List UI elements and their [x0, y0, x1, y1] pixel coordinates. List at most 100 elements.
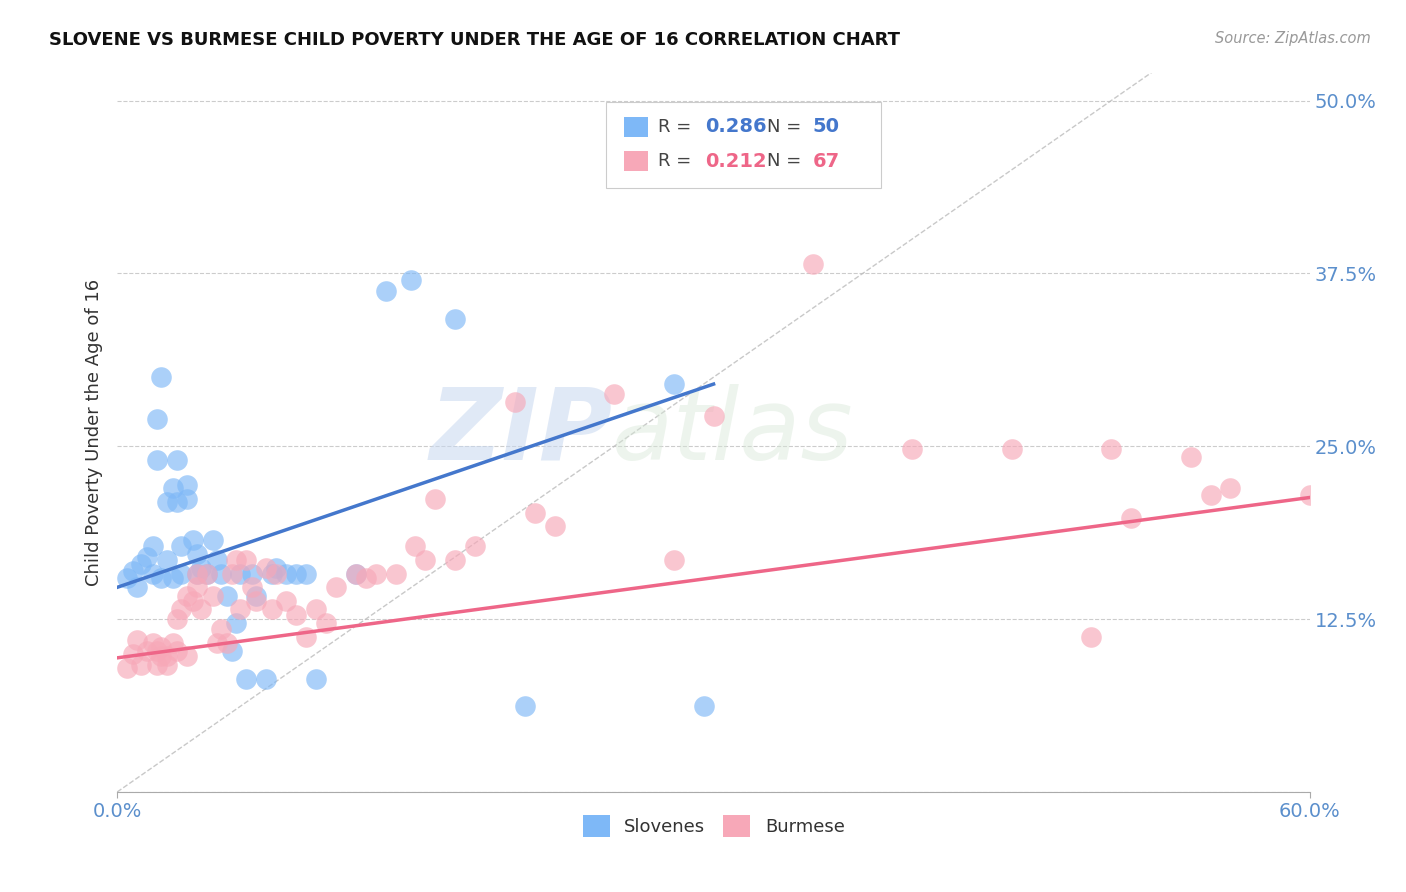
Point — [122, 647, 145, 661]
Point — [503, 395, 526, 409]
Point — [801, 257, 824, 271]
Point — [295, 566, 318, 581]
Point — [181, 594, 204, 608]
Point — [344, 566, 367, 581]
Point — [384, 566, 406, 581]
Point — [186, 580, 208, 594]
Text: 0.212: 0.212 — [706, 152, 766, 171]
Point — [523, 506, 546, 520]
Text: R =: R = — [658, 153, 696, 170]
Text: Source: ZipAtlas.com: Source: ZipAtlas.com — [1215, 31, 1371, 46]
Point — [1219, 481, 1241, 495]
Point — [195, 566, 218, 581]
Bar — [624, 152, 648, 171]
Point — [240, 580, 263, 594]
Text: N =: N = — [768, 153, 807, 170]
Point — [125, 580, 148, 594]
Point — [264, 561, 287, 575]
Point — [136, 644, 159, 658]
Point — [401, 273, 423, 287]
Point — [170, 602, 193, 616]
Point — [146, 411, 169, 425]
Point — [315, 616, 337, 631]
Point — [245, 594, 267, 608]
Point — [166, 494, 188, 508]
Point — [209, 622, 232, 636]
Point — [162, 481, 184, 495]
Point — [415, 552, 437, 566]
Point — [444, 312, 467, 326]
Point — [603, 386, 626, 401]
Text: atlas: atlas — [612, 384, 853, 481]
Point — [136, 549, 159, 564]
Text: 50: 50 — [813, 118, 839, 136]
Point — [285, 607, 308, 622]
Point — [229, 566, 252, 581]
Point — [201, 533, 224, 548]
Text: R =: R = — [658, 118, 696, 136]
Point — [221, 566, 243, 581]
Point — [205, 635, 228, 649]
Point — [285, 566, 308, 581]
Point — [142, 635, 165, 649]
Point — [115, 660, 138, 674]
Point — [295, 630, 318, 644]
Point — [662, 552, 685, 566]
Point — [186, 566, 208, 581]
Point — [235, 672, 257, 686]
Point — [229, 602, 252, 616]
Point — [142, 566, 165, 581]
Point — [221, 644, 243, 658]
Point — [901, 442, 924, 456]
Point — [276, 566, 298, 581]
Point — [166, 453, 188, 467]
Point — [166, 644, 188, 658]
Point — [176, 589, 198, 603]
Point — [129, 657, 152, 672]
Point — [205, 552, 228, 566]
Point — [235, 552, 257, 566]
Y-axis label: Child Poverty Under the Age of 16: Child Poverty Under the Age of 16 — [86, 279, 103, 586]
Bar — [624, 117, 648, 137]
Point — [149, 370, 172, 384]
Point — [305, 602, 328, 616]
Point — [464, 539, 486, 553]
Text: 67: 67 — [813, 152, 839, 171]
Text: ZIP: ZIP — [429, 384, 612, 481]
Point — [149, 649, 172, 664]
Point — [1299, 488, 1322, 502]
Point — [354, 571, 377, 585]
Point — [156, 649, 179, 664]
Point — [146, 657, 169, 672]
Point — [513, 699, 536, 714]
Point — [162, 571, 184, 585]
Point — [364, 566, 387, 581]
Point — [215, 589, 238, 603]
Point — [170, 566, 193, 581]
Legend: Slovenes, Burmese: Slovenes, Burmese — [575, 807, 852, 844]
Point — [703, 409, 725, 423]
Point — [125, 632, 148, 647]
Point — [262, 602, 284, 616]
Point — [170, 539, 193, 553]
Point — [1180, 450, 1202, 465]
Point — [262, 566, 284, 581]
Point — [201, 589, 224, 603]
Point — [166, 612, 188, 626]
Text: 0.286: 0.286 — [706, 118, 766, 136]
Point — [215, 635, 238, 649]
Point — [115, 571, 138, 585]
Point — [1001, 442, 1024, 456]
Point — [276, 594, 298, 608]
Point — [146, 644, 169, 658]
Point — [1080, 630, 1102, 644]
Point — [254, 672, 277, 686]
Point — [325, 580, 347, 594]
Point — [149, 640, 172, 654]
Point — [176, 649, 198, 664]
Point — [156, 494, 179, 508]
Point — [264, 566, 287, 581]
Point — [186, 566, 208, 581]
Point — [662, 377, 685, 392]
Point — [692, 699, 714, 714]
